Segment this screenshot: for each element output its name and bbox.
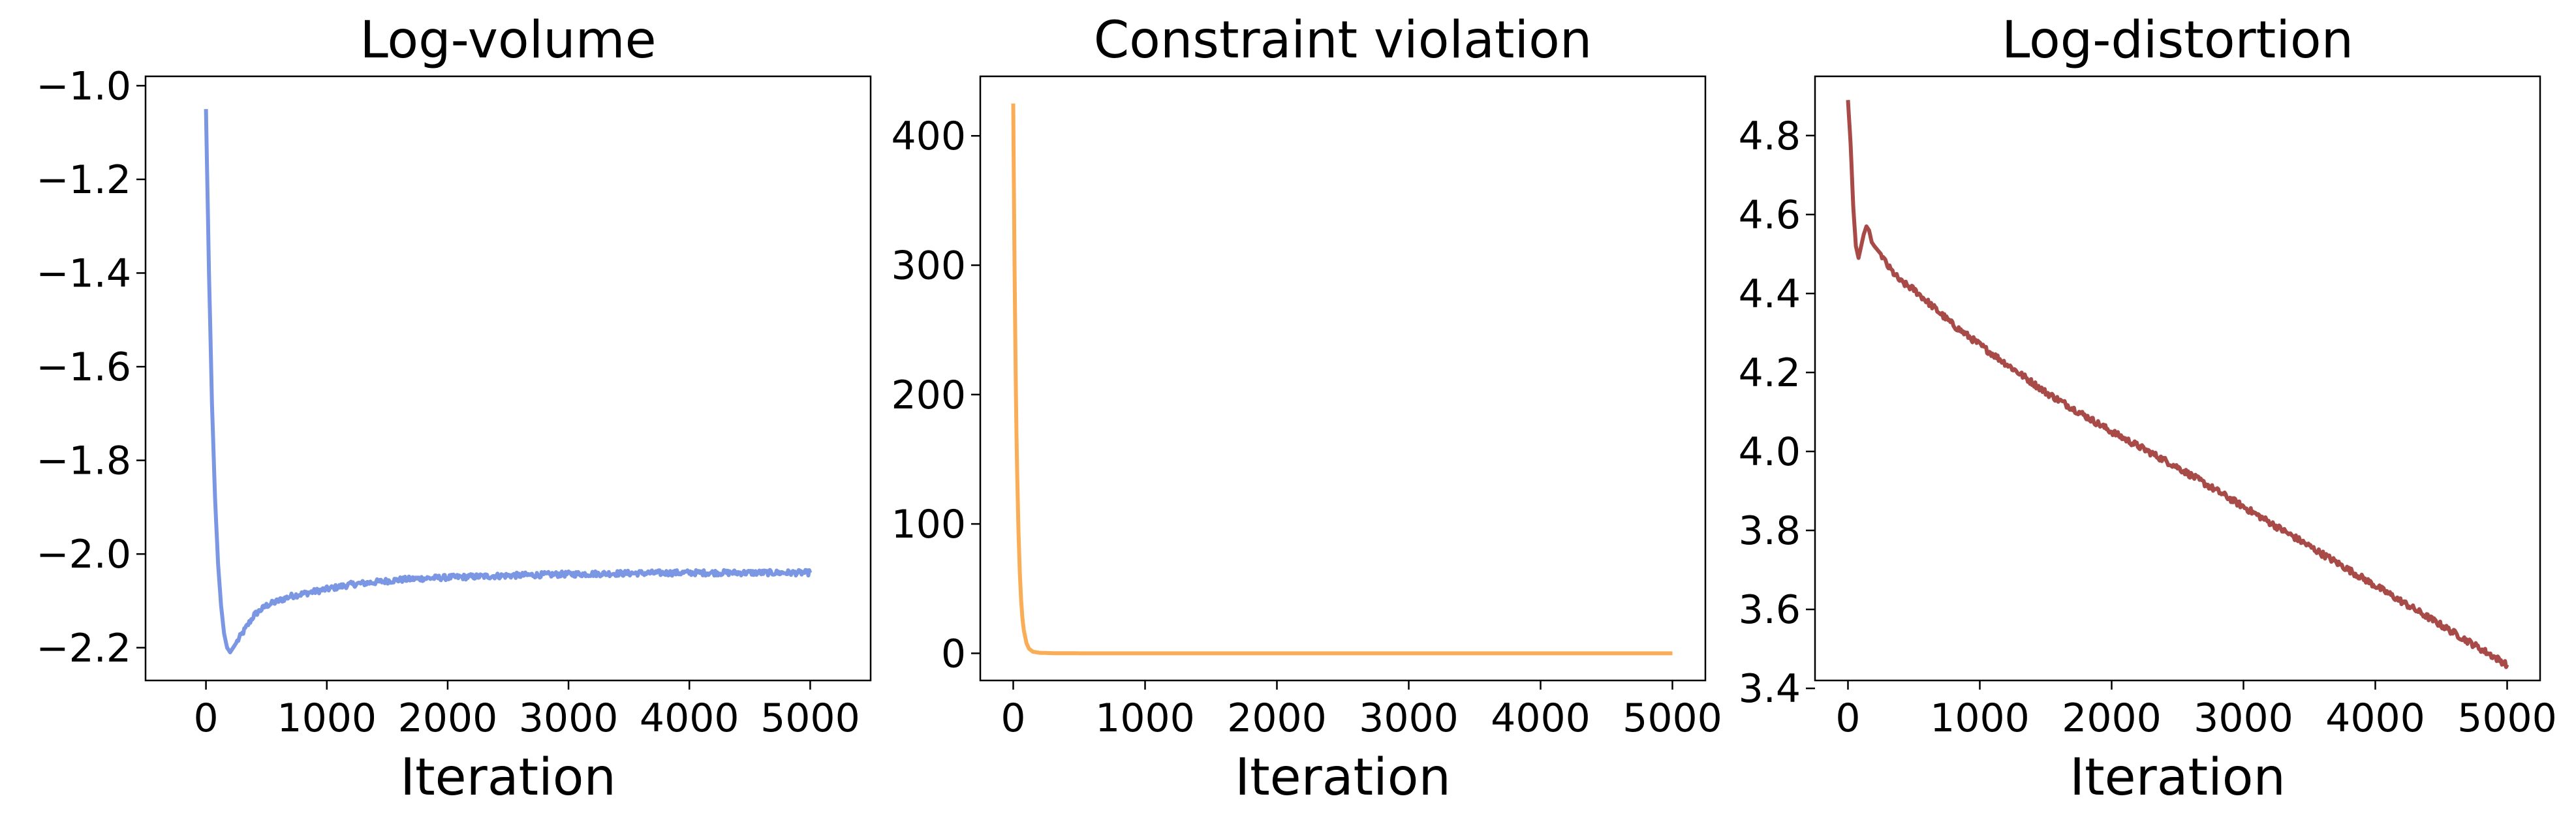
x-tick-label: 0 — [193, 695, 218, 741]
plot-frame — [1814, 75, 2541, 682]
y-tick-label: −1.0 — [36, 63, 131, 109]
y-tick-label: 4.6 — [1739, 192, 1801, 238]
x-tick-label: 5000 — [1622, 695, 1722, 741]
x-tick-label: 4000 — [1491, 695, 1591, 741]
chart-panel-2: 0 1000 2000 3000 4000 5000 0 100 200 300 400 Constr… — [891, 11, 1722, 807]
x-tick-label: 5000 — [760, 695, 860, 741]
y-tick-label: 0 — [941, 631, 966, 677]
x-tick-label: 3000 — [1359, 695, 1459, 741]
series-line-1 — [1846, 100, 2509, 669]
x-tick-label: 1000 — [277, 695, 377, 741]
y-tick-label: 300 — [891, 243, 966, 288]
x-tick-label: 3000 — [2194, 695, 2293, 741]
y-tick-label: −2.0 — [36, 532, 131, 577]
y-tick-label: −1.2 — [36, 157, 131, 203]
x-tick-label: 0 — [1001, 695, 1025, 741]
chart-panel-3: 0 1000 2000 3000 4000 5000 3.4 3.6 3.8 4.0 4.2 4.4 4… — [1739, 11, 2557, 807]
chart-title: Log-distortion — [2002, 11, 2353, 70]
plot-frame — [144, 75, 872, 682]
series-line-1 — [204, 109, 813, 654]
y-tick-label: 3.4 — [1739, 666, 1801, 712]
y-tick-label: 100 — [891, 502, 966, 547]
x-axis-label: Iteration — [2070, 748, 2286, 807]
x-tick-label: 5000 — [2457, 695, 2557, 741]
y-tick-label: −1.4 — [36, 251, 131, 296]
chart-title: Log-volume — [360, 11, 656, 70]
y-tick-label: 3.6 — [1739, 587, 1801, 633]
x-tick-label: 4000 — [640, 695, 739, 741]
x-tick-label: 3000 — [519, 695, 619, 741]
x-tick-label: 2000 — [398, 695, 498, 741]
y-tick-label: −1.8 — [36, 438, 131, 484]
y-tick-label: 3.8 — [1739, 508, 1801, 554]
chart-panel-1: 0 1000 2000 3000 4000 5000 −2.2 −2.0 −1.8 −1.6 −1.… — [36, 11, 872, 807]
x-axis-label: Iteration — [1235, 748, 1451, 807]
y-tick-label: 4.8 — [1739, 114, 1801, 159]
y-tick-label: 400 — [891, 114, 966, 159]
x-tick-label: 4000 — [2325, 695, 2425, 741]
plot-frame — [979, 75, 1707, 682]
x-tick-label: 2000 — [1227, 695, 1327, 741]
y-tick-label: −1.6 — [36, 344, 131, 390]
x-axis-label: Iteration — [400, 748, 616, 807]
y-tick-label: 4.0 — [1739, 429, 1801, 475]
x-tick-label: 0 — [1835, 695, 1860, 741]
y-tick-label: −2.2 — [36, 626, 131, 671]
x-tick-label: 2000 — [2062, 695, 2162, 741]
y-tick-label: 4.4 — [1739, 271, 1801, 317]
series-line-1 — [1011, 103, 1673, 656]
y-tick-label: 4.2 — [1739, 350, 1801, 396]
x-tick-label: 1000 — [1095, 695, 1195, 741]
y-tick-label: 200 — [891, 373, 966, 418]
chart-title: Constraint violation — [1094, 11, 1592, 70]
x-tick-label: 1000 — [1930, 695, 2030, 741]
